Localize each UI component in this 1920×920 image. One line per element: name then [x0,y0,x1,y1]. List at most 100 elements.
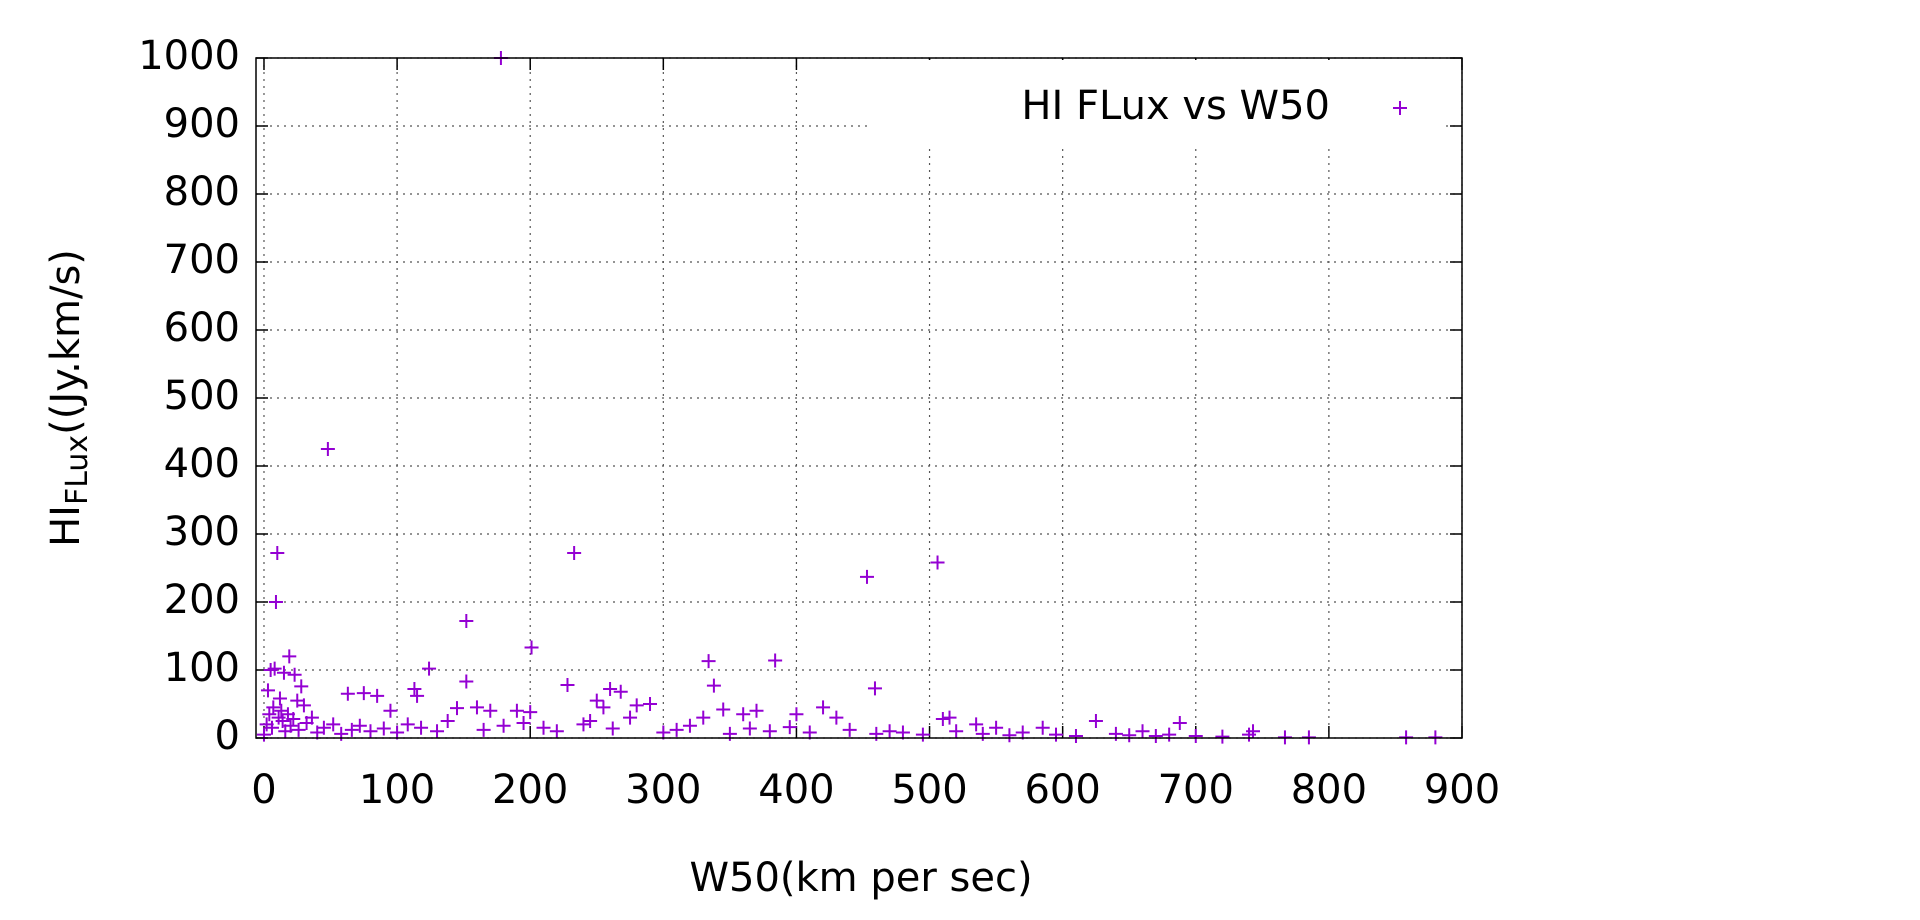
plot-frame [255,57,1463,739]
x-tick-label: 400 [758,767,834,813]
x-axis-label: W50(km per sec) [689,855,1032,901]
x-tick-label: 500 [891,767,967,813]
point [270,546,285,561]
point [768,653,783,668]
point [260,683,275,698]
point [256,727,271,742]
point [935,711,950,726]
point [603,682,618,697]
point [376,721,391,736]
point [459,614,474,629]
point [276,665,291,680]
x-tick-label: 0 [251,767,276,813]
y-tick-label: 600 [164,305,240,351]
point [915,727,930,742]
point [268,595,283,609]
point [789,707,804,722]
point [596,700,611,715]
y-tick-label: 700 [164,237,240,283]
point [286,711,301,726]
y-tick-label: 800 [164,169,240,215]
point [1015,725,1030,740]
point [623,710,638,725]
point [1049,727,1064,742]
point [576,717,591,732]
point [294,679,309,694]
point [682,718,697,733]
point [272,691,287,706]
point [509,703,524,718]
point [400,717,415,732]
point [567,546,582,561]
point [589,693,604,708]
legend-label: HI FLux vs W50 [1021,83,1330,129]
point [287,667,302,682]
point [1035,720,1050,735]
point [859,569,874,584]
point [363,724,378,739]
point [869,726,884,741]
point [782,720,797,735]
point [304,710,319,725]
point [450,701,464,716]
y-tick-label: 1000 [138,33,240,79]
point [523,705,538,720]
point [669,722,684,737]
point [340,686,355,701]
point [930,555,945,570]
y-label-subscript: FLux [60,435,95,505]
point [440,714,455,728]
point [701,654,716,669]
point [1088,714,1103,728]
point [1068,728,1083,743]
x-tick-label: 800 [1291,767,1367,813]
point [524,640,539,655]
point [605,721,620,736]
point [274,703,289,718]
point [706,678,721,693]
point [949,724,964,739]
point [390,725,405,740]
point [469,700,484,715]
point [352,718,367,733]
x-tick-label: 300 [625,767,701,813]
point [1135,724,1150,739]
point [716,702,731,717]
x-tick-label: 600 [1024,767,1100,813]
point [1188,728,1203,743]
point [536,720,551,735]
y-tick-label: 500 [164,373,240,419]
point [344,722,359,737]
y-tick-label: 900 [164,101,240,147]
point [1122,728,1137,743]
x-tick-label: 900 [1424,767,1500,813]
point [267,661,282,676]
point [264,720,279,735]
point [407,682,422,697]
point [696,710,711,725]
point [989,720,1004,735]
point [867,681,882,696]
point [283,718,298,733]
x-tick-label: 200 [492,767,568,813]
y-tick-label: 0 [215,713,240,759]
point [762,724,777,739]
y-label-suffix: ((Jy.km/s) [43,249,89,435]
point [583,714,598,728]
legend-background [872,60,1442,148]
point [410,688,425,703]
point [736,707,751,722]
point [476,722,491,737]
y-label-main: HI [43,505,89,547]
point [629,698,644,713]
point [829,710,844,725]
point [802,725,817,740]
point [613,684,628,699]
point [560,677,575,692]
point [483,703,498,718]
point [296,698,311,713]
point [320,442,335,456]
grid [256,57,1463,739]
point [1162,727,1177,742]
